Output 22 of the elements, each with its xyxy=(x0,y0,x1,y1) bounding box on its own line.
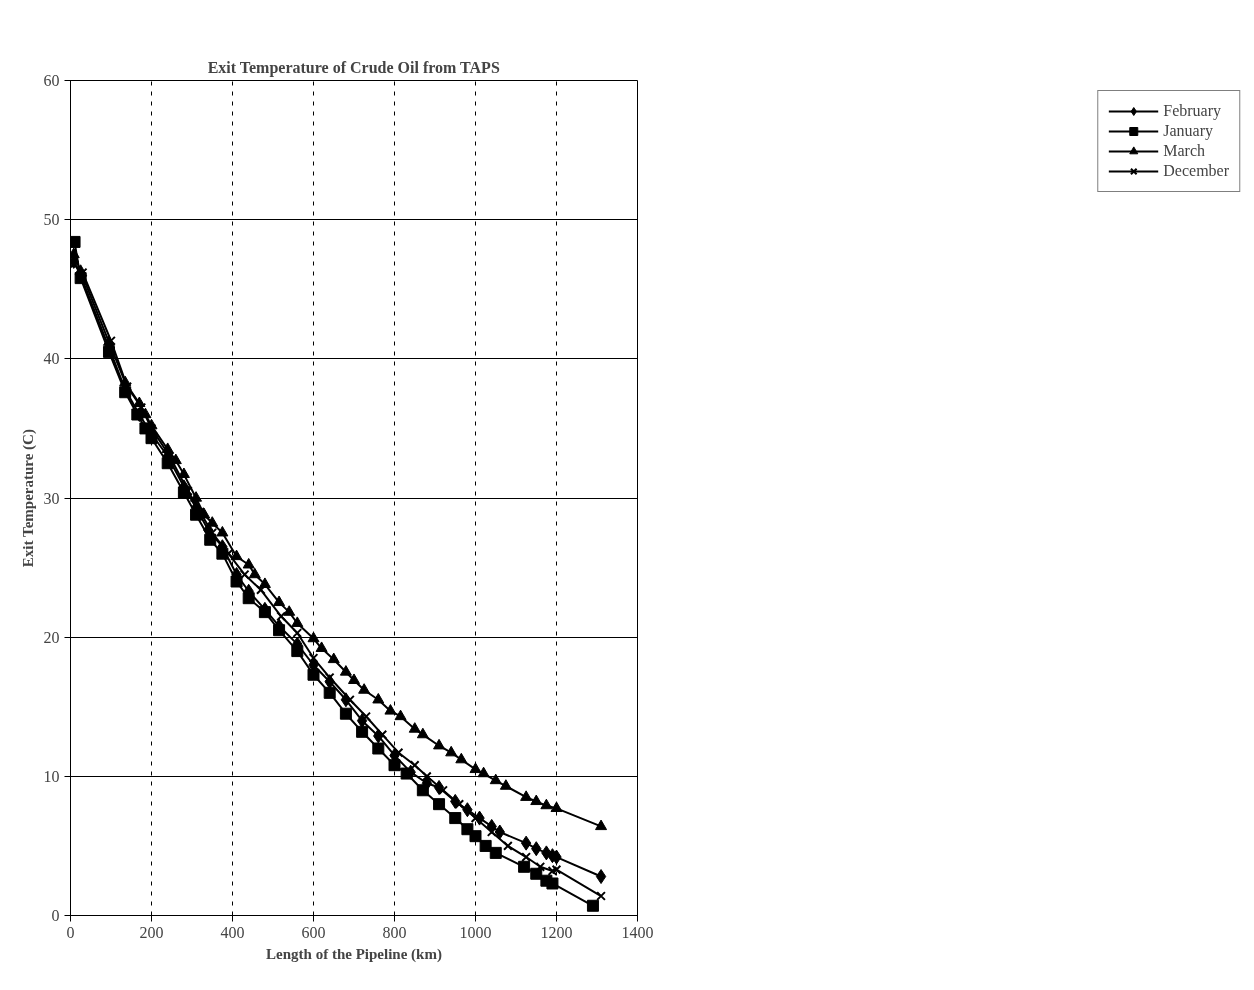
legend-label: December xyxy=(1163,162,1229,180)
x-tick-label: 800 xyxy=(382,923,407,941)
y-tick-label: 40 xyxy=(43,350,60,368)
x-tick-label: 1000 xyxy=(459,923,492,941)
x-axis-title: Length of the Pipeline (km) xyxy=(266,945,442,963)
y-tick-label: 50 xyxy=(43,211,60,229)
y-tick-label: 10 xyxy=(43,767,60,785)
x-tick-label: 1400 xyxy=(621,923,654,941)
y-tick-label: 0 xyxy=(51,907,60,924)
legend-label: January xyxy=(1163,122,1214,140)
x-tick-label: 600 xyxy=(301,923,326,941)
chart-title: Exit Temperature of Crude Oil from TAPS xyxy=(207,58,500,77)
x-tick-label: 200 xyxy=(139,923,164,941)
x-tick-label: 0 xyxy=(66,923,75,941)
x-tick-label: 1200 xyxy=(540,923,573,941)
y-tick-label: 60 xyxy=(43,72,60,89)
legend-label: February xyxy=(1163,102,1222,120)
legend-label: March xyxy=(1163,142,1206,160)
x-tick-label: 400 xyxy=(220,923,245,941)
y-axis-title: Exit Temperature (C) xyxy=(19,429,37,568)
y-tick-label: 20 xyxy=(43,628,60,646)
y-tick-label: 30 xyxy=(43,489,60,507)
